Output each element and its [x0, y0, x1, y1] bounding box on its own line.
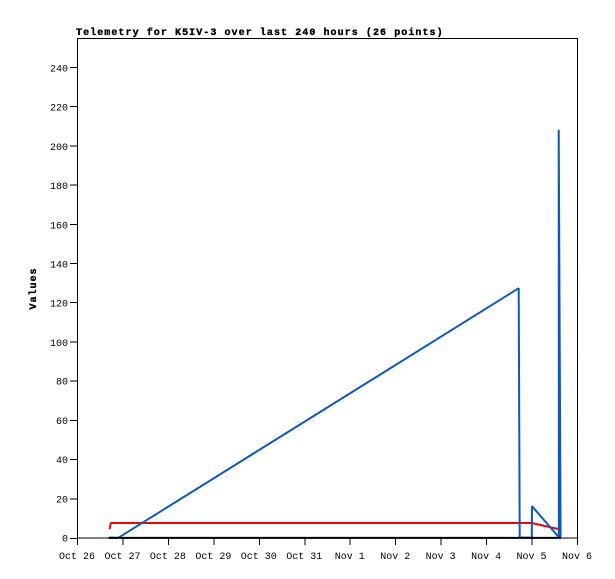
- svg-text:0: 0: [62, 535, 68, 546]
- svg-text:120: 120: [50, 300, 68, 311]
- svg-text:Oct 30: Oct 30: [241, 552, 277, 563]
- svg-text:Nov 1: Nov 1: [335, 552, 365, 563]
- svg-text:60: 60: [56, 417, 68, 428]
- svg-text:Oct 26: Oct 26: [59, 552, 95, 563]
- svg-text:Nov 3: Nov 3: [426, 552, 456, 563]
- svg-text:220: 220: [50, 104, 68, 115]
- svg-text:Values: Values: [28, 267, 40, 309]
- svg-text:Oct 27: Oct 27: [104, 552, 140, 563]
- svg-text:Oct 28: Oct 28: [150, 552, 186, 563]
- svg-text:160: 160: [50, 221, 68, 232]
- svg-text:140: 140: [50, 261, 68, 272]
- svg-text:80: 80: [56, 378, 68, 389]
- svg-text:180: 180: [50, 182, 68, 193]
- svg-text:Nov 4: Nov 4: [471, 552, 501, 563]
- svg-text:Telemetry for K5IV-3 over last: Telemetry for K5IV-3 over last 240 hours…: [76, 27, 444, 39]
- svg-text:Nov 5: Nov 5: [516, 552, 546, 563]
- svg-text:Nov 6: Nov 6: [562, 552, 592, 563]
- svg-text:20: 20: [56, 495, 68, 506]
- svg-text:40: 40: [56, 456, 68, 467]
- svg-text:Nov 2: Nov 2: [380, 552, 410, 563]
- svg-text:Oct 31: Oct 31: [286, 552, 322, 563]
- svg-text:240: 240: [50, 64, 68, 75]
- svg-text:100: 100: [50, 339, 68, 350]
- svg-text:200: 200: [50, 143, 68, 154]
- svg-text:Oct 29: Oct 29: [195, 552, 231, 563]
